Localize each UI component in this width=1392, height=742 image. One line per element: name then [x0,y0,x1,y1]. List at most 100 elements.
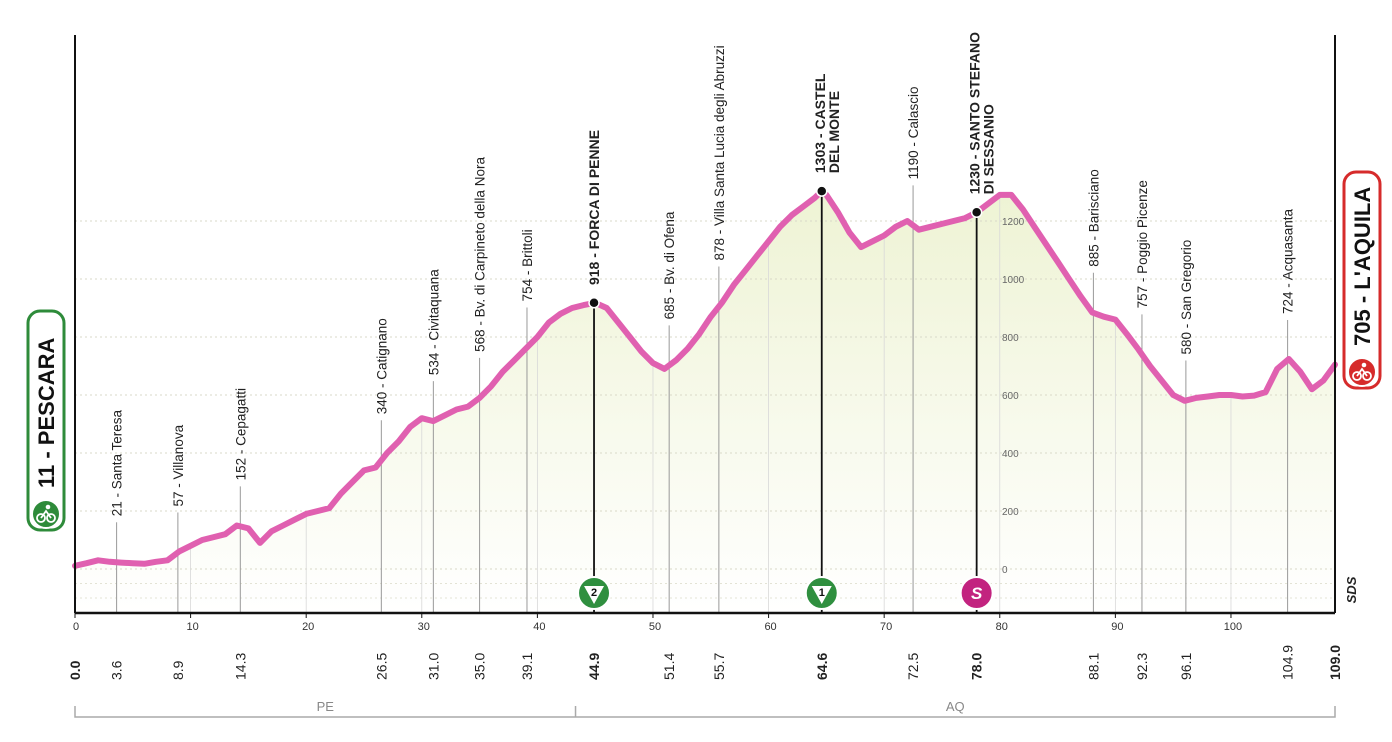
x-tick-label: 30 [418,621,430,633]
waypoint-place-label: 580 - San Gregorio [1179,240,1194,355]
x-tick-label: 20 [302,621,314,633]
waypoint-place-label-line: 152 - Cepagatti [233,388,248,480]
x-tick-label: 100 [1224,621,1242,633]
waypoint-km-label: 3.6 [109,660,125,680]
waypoint-place-label-line: 885 - Barisciano [1086,169,1101,267]
waypoint-km-label: 51.4 [661,653,677,680]
waypoint-km-label: 96.1 [1178,653,1194,680]
x-tick-label: 40 [533,621,545,633]
province-bracket [74,706,1336,718]
profile-area-fill [75,191,1335,613]
waypoint-km-label: 35.0 [472,653,488,680]
finish-badge-label: 705 - L'AQUILA [1350,187,1375,346]
x-tick-label: 50 [649,621,661,633]
waypoint-km-label: 44.9 [586,653,602,680]
waypoint-place-label: 340 - Catignano [374,318,389,414]
y-tick-label: 200 [1002,507,1019,518]
waypoint-place-label-line: 1190 - Calascio [906,87,921,180]
waypoint-place-label: 57 - Villanova [171,424,186,506]
waypoint-km-label: 14.3 [232,653,248,680]
y-tick-label: 1000 [1002,275,1025,286]
sprint-marker [959,576,994,610]
cyclist-icon-frame [40,509,52,519]
waypoint-place-label-line: 754 - Brittoli [520,229,535,301]
waypoint-place-label-line: 340 - Catignano [374,318,389,414]
x-tick-label: 80 [996,621,1008,633]
waypoint-place-label: 152 - Cepagatti [233,388,248,480]
waypoint-km-label: 78.0 [969,653,985,680]
cyclist-icon-wheel [1352,371,1362,381]
waypoint-km-label: 104.9 [1280,645,1296,680]
waypoint-place-label: 757 - Poggio Picenze [1135,180,1150,308]
waypoint-place-label: 1303 - CASTELDEL MONTE [812,73,842,173]
waypoint-place-label-line: 1230 - SANTO STEFANO [967,32,983,194]
x-tick-label: 90 [1111,621,1123,633]
waypoint-place-label: 1190 - Calascio [906,87,921,180]
cyclist-icon-head [1361,362,1367,368]
profile-line [72,188,1338,569]
finish-badge-box [1342,170,1382,390]
waypoint-place-label-line: 534 - Civitaquana [426,269,441,375]
province-label-aq: AQ [946,699,965,714]
waypoint-km-label: 72.5 [905,653,921,680]
summit-dot [816,185,828,197]
waypoint-place-label-line: 918 - FORCA DI PENNE [586,130,602,285]
waypoint-place-label-line: 685 - Bv. di Ofena [662,211,677,319]
waypoint-place-label-line: 724 - Acquasanta [1281,208,1296,314]
waypoint-place-label: 878 - Villa Santa Lucia degli Abruzzi [712,45,727,260]
y-tick-label: 800 [1002,333,1019,344]
start-badge-box [26,309,66,532]
waypoint-place-label: 534 - Civitaquana [426,269,441,375]
cyclist-icon-head [45,504,51,510]
waypoint-km-label: 88.1 [1085,653,1101,680]
waypoint-place-label-line: 1303 - CASTEL [812,73,828,173]
cyclist-icon-wheel [1362,371,1372,381]
waypoint-place-label: 918 - FORCA DI PENNE [586,130,602,285]
waypoint-place-label: 568 - Bv. di Carpineto della Nora [473,157,488,352]
y-tick-label: 600 [1002,391,1019,402]
waypoint-place-label-line: 580 - San Gregorio [1179,240,1194,355]
x-tick-label: 60 [764,621,776,633]
waypoint-place-label: 685 - Bv. di Ofena [662,211,677,319]
waypoint-km-label: 109.0 [1327,645,1343,680]
y-tick-label: 400 [1002,449,1019,460]
waypoint-place-label: 1230 - SANTO STEFANODI SESSANIO [967,32,997,194]
waypoint-km-label: 55.7 [711,653,727,680]
waypoint-place-label-line: 57 - Villanova [171,424,186,506]
kom-triangle-icon [584,586,605,604]
waypoint-place-label-line: DI SESSANIO [981,104,997,194]
x-tick-label: 10 [186,621,198,633]
waypoint-place-label-line: 757 - Poggio Picenze [1135,180,1150,308]
start-badge-label: 11 - PESCARA [34,338,59,488]
waypoint-km-label: 64.6 [814,653,830,680]
summit-dot [588,297,600,309]
x-tick-label: 70 [880,621,892,633]
sprint-label: S [971,584,983,603]
cyclist-icon [31,499,61,529]
x-tick-label: 0 [73,621,79,633]
waypoint-place-label-line: 21 - Santa Teresa [110,409,125,516]
cyclist-icon [1347,357,1377,387]
waypoint-place-label-line: DEL MONTE [826,91,842,173]
sds-label: SDS [1344,576,1359,603]
waypoint-place-label-line: 568 - Bv. di Carpineto della Nora [473,157,488,352]
waypoint-km-label: 39.1 [519,653,535,680]
kom-category-label: 1 [819,587,825,599]
cyclist-icon-wheel [46,513,56,523]
kom-category-label: 2 [591,587,597,599]
cyclist-icon-frame [1356,367,1368,377]
kom-triangle-icon [811,586,832,604]
waypoint-km-label: 0.0 [67,660,83,680]
y-tick-label: 0 [1002,565,1008,576]
waypoint-km-label: 31.0 [425,653,441,680]
waypoint-km-label: 8.9 [170,660,186,680]
cyclist-icon-wheel [36,513,46,523]
waypoint-km-label: 92.3 [1134,653,1150,680]
waypoint-place-label: 724 - Acquasanta [1281,208,1296,314]
waypoint-place-label: 754 - Brittoli [520,229,535,301]
province-label-pe: PE [317,699,335,714]
y-tick-label: 1200 [1002,217,1025,228]
waypoint-place-label: 885 - Barisciano [1086,169,1101,267]
